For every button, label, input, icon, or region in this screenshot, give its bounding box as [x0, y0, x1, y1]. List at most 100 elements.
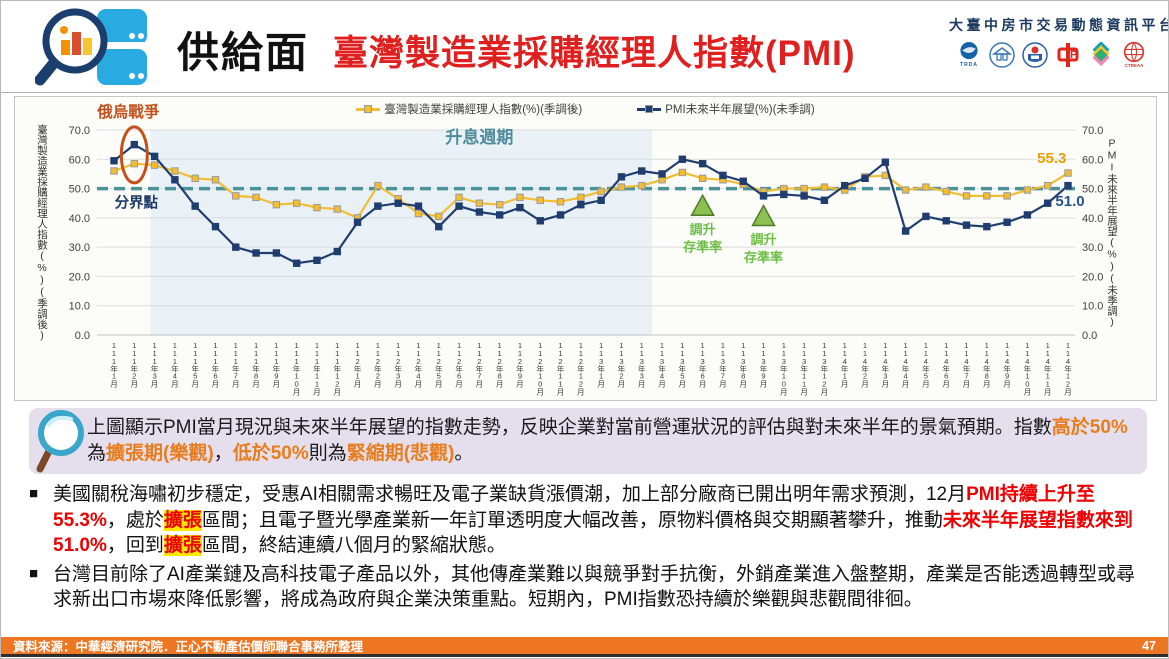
- legend-label-pmi: 臺灣製造業採購經理人指數(%)(季調後): [384, 104, 583, 116]
- svg-text:112年8月: 112年8月: [495, 341, 504, 388]
- svg-text:112年2月: 112年2月: [373, 341, 382, 388]
- svg-text:114年5月: 114年5月: [921, 341, 930, 388]
- svg-text:114年2月: 114年2月: [860, 341, 869, 388]
- svg-text:70.0: 70.0: [1082, 125, 1103, 137]
- svg-text:111年6月: 111年6月: [211, 341, 220, 388]
- legend-label-outlook: PMI未來半年展望(%)(未季調): [665, 104, 815, 116]
- svg-text:70.0: 70.0: [69, 125, 90, 137]
- series-pmi: [110, 159, 1072, 222]
- emblem-logo-icon: [1022, 41, 1049, 68]
- svg-text:50.0: 50.0: [1082, 184, 1103, 196]
- footer: 資料來源：中華經濟研究院．正心不動產估價師聯合事務所整理 47: [1, 637, 1168, 654]
- svg-text:112年3月: 112年3月: [393, 341, 402, 388]
- svg-text:0.0: 0.0: [1082, 330, 1097, 342]
- svg-text:111年3月: 111年3月: [150, 341, 159, 388]
- bullet-item-1: ■ 美國關稅海嘯初步穩定，受惠AI相關需求暢旺及電子業缺貨漲價潮，加上部分廠商已…: [29, 482, 1151, 559]
- svg-text:111年4月: 111年4月: [170, 341, 179, 388]
- bullet-text-2: 台灣目前除了AI產業鏈及高科技電子產品以外，其他傳產業難以與競爭對手抗衡，外銷產…: [53, 563, 1135, 611]
- bullet-list: ■ 美國關稅海嘯初步穩定，受惠AI相關需求暢旺及電子業缺貨漲價潮，加上部分廠商已…: [29, 482, 1151, 616]
- svg-text:112年4月: 112年4月: [414, 341, 423, 388]
- svg-text:40.0: 40.0: [69, 213, 90, 225]
- svg-text:114年1月: 114年1月: [840, 341, 849, 388]
- svg-text:114年3月: 114年3月: [881, 341, 890, 388]
- pmi-line-chart: 0.0 0.0 10.0 10.0 20.0 20.0 30.0 30.0 40.0 40.0 50…: [36, 102, 1118, 396]
- svg-text:113年9月: 113年9月: [759, 341, 768, 388]
- svg-text:112年10月: 112年10月: [536, 341, 545, 396]
- svg-text:55.3: 55.3: [1037, 150, 1066, 167]
- legend-marker-outlook-icon: [637, 104, 662, 113]
- diamond-logo-icon: [1088, 41, 1115, 68]
- svg-text:112年6月: 112年6月: [454, 341, 463, 388]
- page-number: 47: [1142, 638, 1156, 653]
- svg-text:60.0: 60.0: [1082, 154, 1103, 166]
- svg-text:112年1月: 112年1月: [353, 341, 362, 388]
- platform-name: 大臺中房市交易動態資訊平台: [949, 17, 1169, 33]
- app-logo: [34, 6, 167, 88]
- svg-text:P: P: [1070, 49, 1077, 61]
- svg-text:113年3月: 113年3月: [637, 341, 646, 388]
- svg-text:111年5月: 111年5月: [190, 341, 199, 388]
- bullet-item-2: ■ 台灣目前除了AI產業鏈及高科技電子產品以外，其他傳產業難以與競爭對手抗衡，外…: [29, 562, 1151, 613]
- rate-hike-shaded-band: [150, 130, 652, 335]
- svg-text:調升存準率: 調升存準率: [683, 222, 722, 255]
- svg-text:10.0: 10.0: [1082, 301, 1103, 313]
- svg-text:114年8月: 114年8月: [982, 341, 991, 388]
- series-outlook: [110, 140, 1072, 267]
- svg-text:112年12月: 112年12月: [576, 341, 585, 396]
- svg-text:113年7月: 113年7月: [718, 341, 727, 388]
- svg-text:114年12月: 114年12月: [1063, 341, 1072, 396]
- svg-text:111年12月: 111年12月: [333, 341, 342, 396]
- bullet-square-icon: ■: [29, 564, 39, 582]
- chung-p-logo-icon: P: [1055, 41, 1082, 68]
- x-axis-labels: 111年1月 111年2月 111年3月 111年4月 111年5月 111年6月 111年…: [109, 341, 1072, 396]
- header: 供給面 臺灣製造業採購經理人指數(PMI) 大臺中房市交易動態資訊平台 TRDA…: [1, 1, 1168, 93]
- svg-text:113年12月: 113年12月: [820, 341, 829, 396]
- section-label: 供給面: [177, 29, 310, 76]
- svg-text:114年9月: 114年9月: [1002, 341, 1011, 388]
- svg-text:111年9月: 111年9月: [272, 341, 281, 388]
- svg-text:51.0: 51.0: [1055, 193, 1084, 210]
- svg-text:114年11月: 114年11月: [1043, 341, 1052, 396]
- svg-text:調升存準率: 調升存準率: [744, 232, 783, 265]
- svg-text:114年7月: 114年7月: [962, 341, 971, 388]
- svg-text:升息週期: 升息週期: [445, 127, 513, 147]
- svg-text:60.0: 60.0: [69, 154, 90, 166]
- platform-logos: TRDA P CTREAA: [949, 41, 1154, 68]
- svg-text:111年1月: 111年1月: [109, 341, 118, 388]
- svg-text:111年2月: 111年2月: [130, 341, 139, 388]
- svg-text:112年9月: 112年9月: [515, 341, 524, 388]
- svg-text:20.0: 20.0: [69, 271, 90, 283]
- svg-text:20.0: 20.0: [1082, 271, 1103, 283]
- svg-text:0.0: 0.0: [75, 330, 90, 342]
- svg-text:分界點: 分界點: [115, 194, 159, 212]
- svg-text:111年8月: 111年8月: [251, 341, 260, 388]
- source-note: 資料來源：中華經濟研究院．正心不動產估價師聯合事務所整理: [13, 640, 364, 654]
- svg-text:30.0: 30.0: [69, 242, 90, 254]
- svg-text:112年11月: 112年11月: [556, 341, 565, 396]
- svg-text:113年4月: 113年4月: [657, 341, 666, 388]
- platform-block: 大臺中房市交易動態資訊平台 TRDA P: [949, 15, 1169, 68]
- bullet-text-1: 美國關稅海嘯初步穩定，受惠AI相關需求暢旺及電子業缺貨漲價潮，加上部分廠商已開出…: [53, 484, 1133, 556]
- svg-text:114年10月: 114年10月: [1023, 341, 1032, 396]
- svg-text:50.0: 50.0: [69, 184, 90, 196]
- svg-text:113年1月: 113年1月: [596, 341, 605, 388]
- svg-text:40.0: 40.0: [1082, 213, 1103, 225]
- trda-logo-icon: TRDA: [956, 41, 983, 68]
- insight-text: 上圖顯示PMI當月現況與未來半年展望的指數走勢，反映企業對當前營運狀況的評估與對…: [87, 417, 1128, 464]
- svg-text:10.0: 10.0: [69, 301, 90, 313]
- svg-text:113年5月: 113年5月: [678, 341, 687, 388]
- svg-text:111年7月: 111年7月: [231, 341, 240, 388]
- svg-text:111年10月: 111年10月: [292, 341, 301, 396]
- page-title: 臺灣製造業採購經理人指數(PMI): [333, 34, 856, 73]
- svg-text:30.0: 30.0: [1082, 242, 1103, 254]
- svg-text:114年6月: 114年6月: [942, 341, 951, 388]
- right-axis-title: PMI未來半年展望(%)(未季調): [1106, 137, 1118, 328]
- svg-text:111年11月: 111年11月: [312, 341, 321, 396]
- left-axis-title: 臺灣製造業採購經理人指數(%)(季調後): [36, 123, 48, 341]
- svg-text:112年7月: 112年7月: [475, 341, 484, 388]
- bullet-square-icon: ■: [29, 485, 39, 502]
- chart-legend: 臺灣製造業採購經理人指數(%)(季調後) PMI未來半年展望(%)(未季調): [15, 101, 1156, 117]
- svg-text:112年5月: 112年5月: [434, 341, 443, 388]
